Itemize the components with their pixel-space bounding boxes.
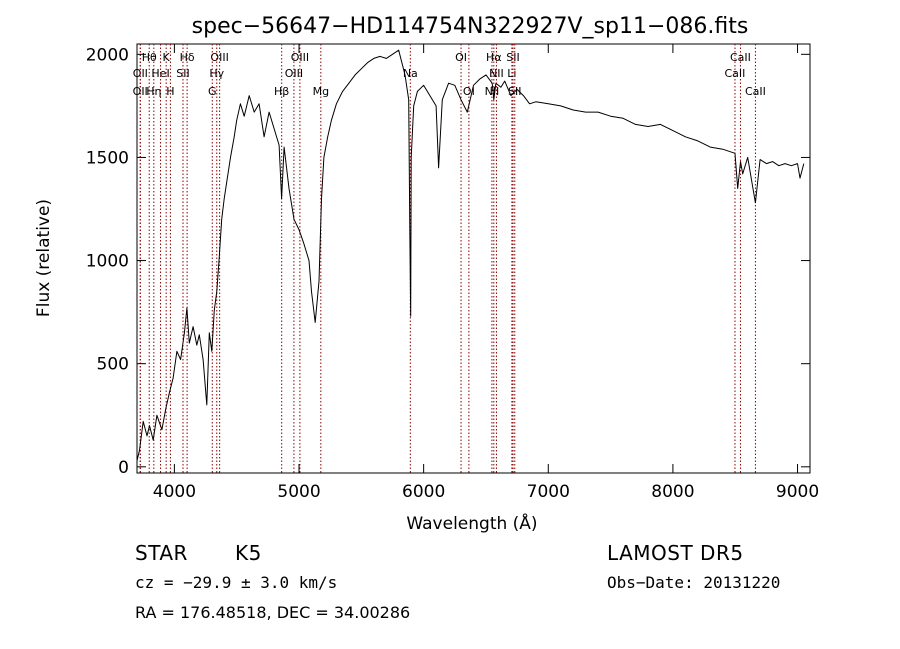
line-marker-label-5: OI (455, 51, 467, 64)
x-tick-label-1: 5000 (277, 482, 320, 502)
x-tick-label-4: 8000 (651, 482, 694, 502)
plot-frame (136, 43, 811, 474)
spectrum-line-0 (136, 49, 805, 461)
spectral-line-markers: Hθ K Hδ OIII OIII OI Hα SII CaII OII HeI SII Hγ OIII N… (133, 44, 766, 473)
line-marker-label-27: CaII (745, 85, 766, 98)
y-axis-label: Flux (relative) (34, 199, 54, 317)
line-marker-label-1: K (163, 51, 171, 64)
line-marker-label-19: H (166, 85, 174, 98)
spectrum-series (136, 49, 805, 461)
observation-date: Obs−Date: 20131220 (607, 573, 781, 592)
y-tick-label-2: 1000 (86, 252, 129, 272)
line-marker-label-12: Hγ (209, 67, 224, 80)
x-tick-label-3: 7000 (527, 482, 570, 502)
chart-title: spec−56647−HD114754N322927V_sp11−086.fit… (192, 14, 749, 39)
line-marker-label-0: Hθ (142, 51, 157, 64)
line-marker-label-18: Hη (146, 85, 161, 98)
survey-name: LAMOST DR5 (607, 541, 744, 565)
y-tick-label-3: 1500 (86, 148, 129, 168)
line-marker-label-10: HeI (151, 67, 169, 80)
line-marker-label-2: Hδ (180, 51, 195, 64)
line-marker-label-14: NII (489, 67, 504, 80)
line-marker-label-22: Mg (313, 85, 329, 98)
x-tick-label-2: 6000 (402, 482, 445, 502)
axis-ticks: 4000 5000 6000 7000 8000 9000 0 500 1000 1500 2000 (86, 44, 819, 502)
object-type: STAR (135, 541, 188, 565)
line-marker-label-7: SII (506, 51, 519, 64)
y-tick-label-4: 2000 (86, 45, 129, 65)
line-marker-label-11: SII (176, 67, 189, 80)
line-marker-label-3: OIII (210, 51, 228, 64)
line-marker-label-20: G (208, 85, 217, 98)
y-tick-label-0: 0 (118, 458, 129, 478)
coordinates: RA = 176.48518, DEC = 34.00286 (135, 603, 411, 622)
line-marker-label-17: OII (133, 85, 148, 98)
line-marker-label-23: Na (403, 67, 418, 80)
spectral-subclass: K5 (235, 541, 262, 565)
x-axis-label: Wavelength (Å) (406, 512, 537, 534)
line-marker-label-4: OIII (291, 51, 309, 64)
redshift-line: cz = −29.9 ± 3.0 km/s (135, 573, 338, 592)
x-tick-label-5: 9000 (776, 482, 819, 502)
line-marker-label-16: CaII (725, 67, 746, 80)
line-marker-label-25: NII (485, 85, 500, 98)
line-marker-label-13: OIII (285, 67, 303, 80)
line-marker-label-24: OI (463, 85, 475, 98)
x-tick-label-0: 4000 (153, 482, 196, 502)
y-tick-label-1: 500 (97, 355, 129, 375)
line-marker-label-21: Hβ (274, 85, 289, 98)
line-marker-label-6: Hα (486, 51, 502, 64)
line-marker-label-15: Li (507, 67, 516, 80)
line-marker-label-8: CaII (730, 51, 751, 64)
